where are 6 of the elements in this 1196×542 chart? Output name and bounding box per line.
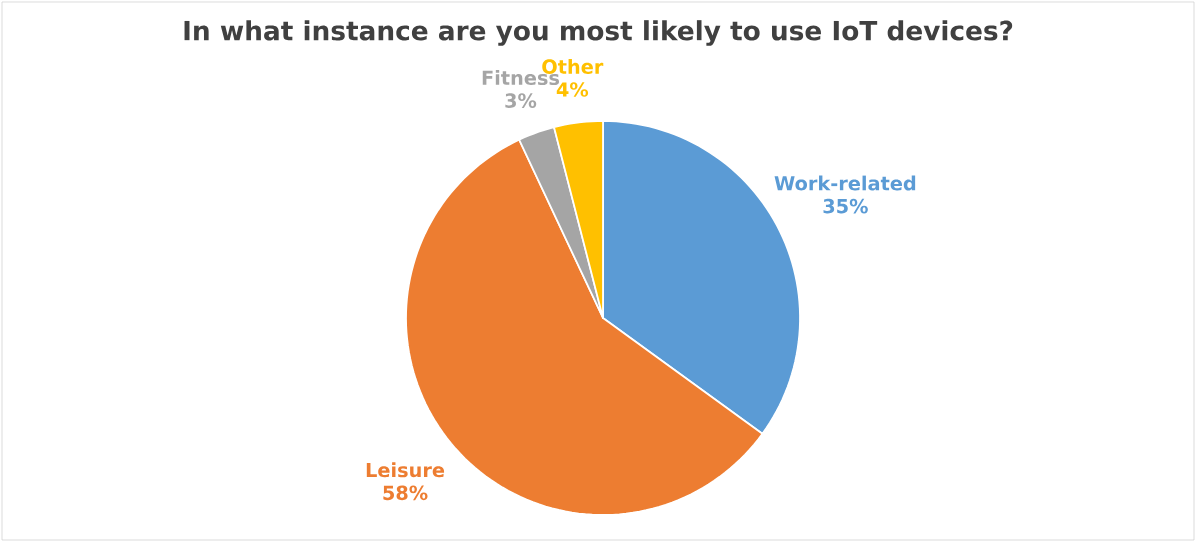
slice-label: Work-related (774, 175, 916, 191)
data-label: 35% (823, 198, 868, 214)
data-label: 58% (383, 485, 428, 501)
data-label: 3% (505, 93, 537, 108)
slice-label: Leisure (366, 462, 445, 478)
chart-title: In what instance are you most likely to use IoT devices? (184, 20, 1013, 46)
